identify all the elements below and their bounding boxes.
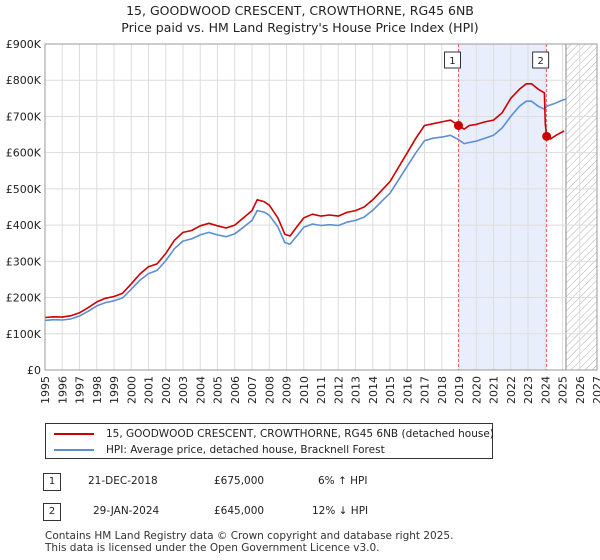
x-tick-label: 2016 <box>401 376 414 404</box>
title-line-1: 15, GOODWOOD CRESCENT, CROWTHORNE, RG45 … <box>126 3 474 18</box>
series-line-hpi <box>45 98 567 322</box>
marker-label-box <box>443 51 461 69</box>
x-tick-label: 2024 <box>539 376 552 404</box>
footer-line-1: Contains HM Land Registry data © Crown c… <box>45 530 454 542</box>
footer-line-2: This data is licensed under the Open Gov… <box>45 542 380 554</box>
legend-swatch-property <box>54 433 94 435</box>
y-tick-label: £700K <box>6 110 42 123</box>
x-tick-label: 2009 <box>281 376 294 404</box>
y-tick-label: £800K <box>6 74 42 87</box>
x-tick-label: 1995 <box>39 376 52 404</box>
sale-point <box>453 121 463 130</box>
x-tick-label: 2012 <box>332 376 345 404</box>
transaction-number-badge: 2 <box>43 503 61 521</box>
plot-frame <box>44 43 598 371</box>
transaction-row: 1 21-DEC-2018 £675,000 6% ↑ HPI <box>0 473 600 495</box>
footer: Contains HM Land Registry data © Crown c… <box>45 530 453 554</box>
x-tick-label: 2022 <box>505 376 518 404</box>
transaction-price: £675,000 <box>214 475 265 487</box>
transaction-date: 21-DEC-2018 <box>88 475 158 487</box>
legend-swatch-hpi <box>54 449 94 451</box>
x-tick-label: 2002 <box>160 376 173 404</box>
legend-label-property: 15, GOODWOOD CRESCENT, CROWTHORNE, RG45 … <box>106 428 494 440</box>
transaction-hpi-diff: 6% ↑ HPI <box>318 475 368 487</box>
x-tick-label: 1996 <box>56 376 69 404</box>
transaction-row: 2 29-JAN-2024 £645,000 12% ↓ HPI <box>0 503 600 525</box>
forecast-hatch <box>565 44 597 370</box>
x-tick-label: 2001 <box>143 376 156 404</box>
marker-label-box <box>532 51 550 69</box>
x-tick-label: 2020 <box>470 376 483 404</box>
x-tick-label: 2026 <box>574 376 587 404</box>
sale-point <box>542 131 552 141</box>
x-tick-label: 2010 <box>298 376 311 404</box>
y-tick-label: £100K <box>6 328 42 341</box>
x-tick-label: 1997 <box>74 376 87 404</box>
x-tick-label: 2018 <box>436 376 449 404</box>
legend-label-hpi: HPI: Average price, detached house, Brac… <box>106 444 385 456</box>
x-tick-label: 2023 <box>522 376 535 404</box>
price-chart: £0 £100K £200K £300K £400K £500K £600K £700K £80… <box>6 38 600 404</box>
x-tick-label: 2006 <box>229 376 242 404</box>
marker-label: 1 <box>449 56 455 67</box>
x-tick-label: 2013 <box>350 376 363 404</box>
x-tick-label: 2025 <box>557 376 570 404</box>
x-tick-label: 2004 <box>194 376 207 404</box>
x-tick-label: 1999 <box>108 376 121 404</box>
transaction-date: 29-JAN-2024 <box>93 505 160 517</box>
transaction-price: £645,000 <box>214 505 265 517</box>
x-tick-label: 2000 <box>125 376 138 404</box>
x-tick-label: 2014 <box>367 376 380 404</box>
y-tick-label: £600K <box>6 147 42 160</box>
title-line-2: Price paid vs. HM Land Registry's House … <box>121 20 479 35</box>
shaded-period <box>458 44 547 370</box>
x-tick-label: 2003 <box>177 376 190 404</box>
series-line-property <box>45 83 565 319</box>
y-tick-label: £200K <box>6 292 42 305</box>
y-tick-label: £0 <box>27 364 41 377</box>
x-tick-label: 2021 <box>488 376 501 404</box>
marker-label: 2 <box>537 56 543 67</box>
y-tick-label: £900K <box>6 38 42 51</box>
x-tick-label: 2017 <box>419 376 432 404</box>
x-tick-label: 2005 <box>212 376 225 404</box>
y-tick-label: £500K <box>6 183 42 196</box>
x-tick-label: 1998 <box>91 376 104 404</box>
x-tick-label: 2015 <box>384 376 397 404</box>
x-tick-label: 2008 <box>263 376 276 404</box>
transaction-number-badge: 1 <box>43 473 61 491</box>
y-tick-label: £300K <box>6 255 42 268</box>
x-tick-label: 2011 <box>315 376 328 404</box>
transaction-hpi-diff: 12% ↓ HPI <box>312 505 369 517</box>
y-tick-label: £400K <box>6 219 42 232</box>
x-tick-label: 2019 <box>453 376 466 404</box>
legend: 15, GOODWOOD CRESCENT, CROWTHORNE, RG45 … <box>45 423 494 459</box>
x-tick-label: 2027 <box>591 376 600 404</box>
chart-title: 15, GOODWOOD CRESCENT, CROWTHORNE, RG45 … <box>0 2 600 36</box>
x-tick-label: 2007 <box>246 376 259 404</box>
